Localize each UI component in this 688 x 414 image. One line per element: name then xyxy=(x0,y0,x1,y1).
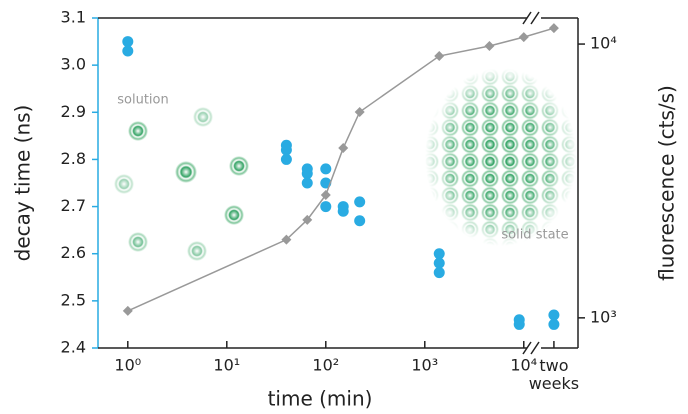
x-tick-label: 10¹ xyxy=(213,356,240,375)
point xyxy=(122,45,134,57)
diamond-marker xyxy=(484,40,495,51)
axes xyxy=(97,11,579,355)
annotation: solution xyxy=(117,93,168,108)
point xyxy=(433,248,445,260)
x-tick-label: 10⁴ xyxy=(510,356,537,375)
point xyxy=(280,144,292,156)
y2-axis-title: fluorescence (cts/s) xyxy=(655,85,679,281)
point xyxy=(548,318,560,330)
point xyxy=(433,267,445,279)
point xyxy=(337,205,349,217)
diamond-marker xyxy=(338,143,349,154)
point xyxy=(122,36,134,48)
x-tick-label: 10³ xyxy=(411,356,438,375)
y-tick-label: 2.4 xyxy=(61,338,86,357)
y-tick-label: 2.9 xyxy=(61,102,86,121)
solution-illustration xyxy=(114,107,249,261)
point xyxy=(433,257,445,269)
x-axis-title: time (min) xyxy=(268,387,373,411)
y2-tick-label: 10³ xyxy=(590,307,617,326)
point xyxy=(548,309,560,321)
y-tick-label: 2.7 xyxy=(61,196,86,215)
y-tick-label: 2.5 xyxy=(61,290,86,309)
diamond-marker xyxy=(354,106,365,117)
point xyxy=(280,153,292,165)
point xyxy=(354,196,366,208)
y-tick-label: 3.0 xyxy=(61,55,86,74)
diamond-marker xyxy=(548,23,559,34)
point xyxy=(354,215,366,227)
diamond-marker xyxy=(434,51,445,62)
point xyxy=(301,168,313,180)
y-tick-label: 3.1 xyxy=(61,8,86,27)
diamond-marker xyxy=(122,305,133,316)
diamond-marker xyxy=(320,189,331,200)
point xyxy=(320,163,332,175)
diamond-marker xyxy=(281,234,292,245)
point xyxy=(301,177,313,189)
x-tick-label: 10⁰ xyxy=(114,356,141,375)
diamond-marker xyxy=(302,214,313,225)
x-tick-label: 10² xyxy=(312,356,339,375)
series-line xyxy=(127,27,555,312)
y2-tick-label: 10⁴ xyxy=(590,34,617,53)
x-tick-label: two weeks xyxy=(529,356,579,393)
solid-state-illustration xyxy=(425,68,577,246)
y-tick-label: 2.8 xyxy=(61,149,86,168)
point xyxy=(513,318,525,330)
point xyxy=(320,201,332,213)
annotation: solid state xyxy=(501,228,568,243)
y-tick-label: 2.6 xyxy=(61,243,86,262)
y-axis-title: decay time (ns) xyxy=(11,105,35,262)
diamond-marker xyxy=(518,32,529,43)
